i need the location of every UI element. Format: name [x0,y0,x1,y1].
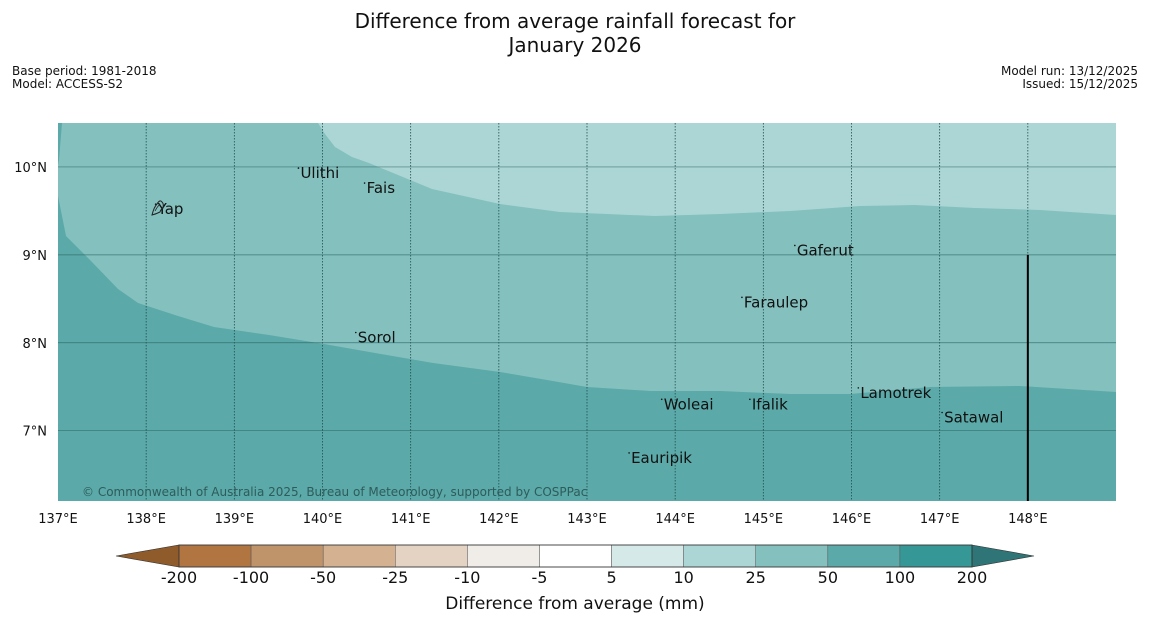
place-sorol: Sorol [354,328,396,346]
issued-text: Issued: 15/12/2025 [1022,77,1138,91]
island-dot [857,387,860,389]
place-labels: Ulithi Fais Yap Gaferut Faraulep Sorol Lamotre… [154,164,1003,467]
colorbar-tick-label: -25 [382,568,409,587]
place-label: Lamotrek [860,384,931,402]
longitude-tick-label: 144°E [655,512,695,527]
place-gaferut: Gaferut [794,241,854,259]
model-text: Model: ACCESS-S2 [12,77,124,91]
colorbar-bin [395,544,468,568]
island-dot [660,398,663,401]
colorbar-tick-label: 50 [817,568,838,587]
colorbar-tick-label: -5 [531,568,548,587]
place-ulithi: Ulithi [297,164,339,182]
longitude-tick-label: 140°E [303,512,343,527]
axis-labels: 137°E 138°E 139°E 140°E 141°E 142°E 143°E 144°E… [14,161,1047,527]
base-period-text: Base period: 1981-2018 [12,64,157,78]
place-label: Fais [367,179,396,197]
place-faraulep: Faraulep [741,293,808,311]
map-title: Difference from average rainfall forecas… [0,9,1150,57]
model-run-text: Model run: 13/12/2025 [1000,64,1138,78]
colorbar-bin [178,544,252,568]
latitude-tick-label: 8°N [23,337,48,352]
island-dot [354,331,357,334]
place-ifalik: Ifalik [749,395,788,413]
colorbar-tick-label: 100 [884,568,916,587]
place-label: Woleai [664,395,714,413]
copyright-text: © Commonwealth of Australia 2025, Bureau… [82,485,587,499]
place-eauripik: Eauripik [628,449,692,467]
place-label: Satawal [944,408,1003,426]
longitude-tick-label: 146°E [832,512,872,527]
colorbar [115,544,1035,568]
island-dot [741,296,743,299]
colorbar-bin [899,544,973,568]
longitude-tick-label: 137°E [38,512,78,527]
longitude-tick-label: 139°E [215,512,255,527]
metadata-right: Model run: 13/12/2025 Issued: 15/12/2025 [1001,65,1138,91]
latitude-tick-label: 10°N [14,161,47,176]
place-yap: Yap [154,200,184,218]
island-dot [628,452,630,454]
place-label: Eauripik [631,449,692,467]
colorbar-bin [467,544,540,568]
yap-island-outline [151,200,164,216]
longitude-tick-label: 142°E [479,512,519,527]
longitude-tick-label: 143°E [567,512,607,527]
colorbar-tick-label: 25 [745,568,766,587]
colorbar-bin [755,544,829,568]
place-label: Gaferut [797,241,854,259]
colorbar-tick-label: 10 [673,568,694,587]
metadata-left: Base period: 1981-2018 Model: ACCESS-S2 [12,65,157,91]
colorbar-tick-label: 200 [956,568,988,587]
place-fais: Fais [363,179,396,197]
colorbar-bin [322,544,396,568]
place-label: Faraulep [744,293,808,311]
island-dot [297,167,300,169]
island-dot [941,411,943,414]
latitude-tick-label: 7°N [23,425,48,440]
place-lamotrek: Lamotrek [857,384,932,402]
colorbar-extend-low [115,544,180,568]
longitude-tick-label: 141°E [391,512,431,527]
map-title-line2: January 2026 [508,33,642,57]
colorbar-tick-label: -100 [232,568,270,587]
colorbar-frame [178,544,973,568]
colorbar-bin [827,544,901,568]
longitude-tick-label: 138°E [126,512,166,527]
place-label: Ifalik [752,395,788,413]
colorbar-bin [539,544,612,568]
island-dot [749,398,751,401]
island-dot [794,244,796,247]
colorbar-bin [250,544,324,568]
colorbar-tick-label: -50 [310,568,337,587]
place-satawal: Satawal [941,408,1003,426]
rainfall-zone-10-25 [318,123,1116,216]
longitude-tick-label: 145°E [744,512,784,527]
rainfall-zone-sliver [58,123,62,165]
colorbar-tick-label: -200 [160,568,198,587]
colorbar-tick-label: -10 [454,568,481,587]
colorbar-extend-high [971,544,1035,568]
place-label: Sorol [358,328,396,346]
longitude-tick-label: 148°E [1008,512,1048,527]
map-title-line1: Difference from average rainfall forecas… [354,9,796,33]
colorbar-title: Difference from average (mm) [445,594,705,614]
rainfall-zone-50-100 [58,123,1116,501]
place-woleai: Woleai [660,395,714,413]
latitude-tick-label: 9°N [23,249,48,264]
island-dot [363,182,366,184]
place-label: Yap [157,200,184,218]
colorbar-bin [683,544,756,568]
longitude-tick-label: 147°E [920,512,960,527]
colorbar-tick-label: 5 [606,568,617,587]
place-label: Ulithi [300,164,339,182]
colorbar-bin [611,544,684,568]
